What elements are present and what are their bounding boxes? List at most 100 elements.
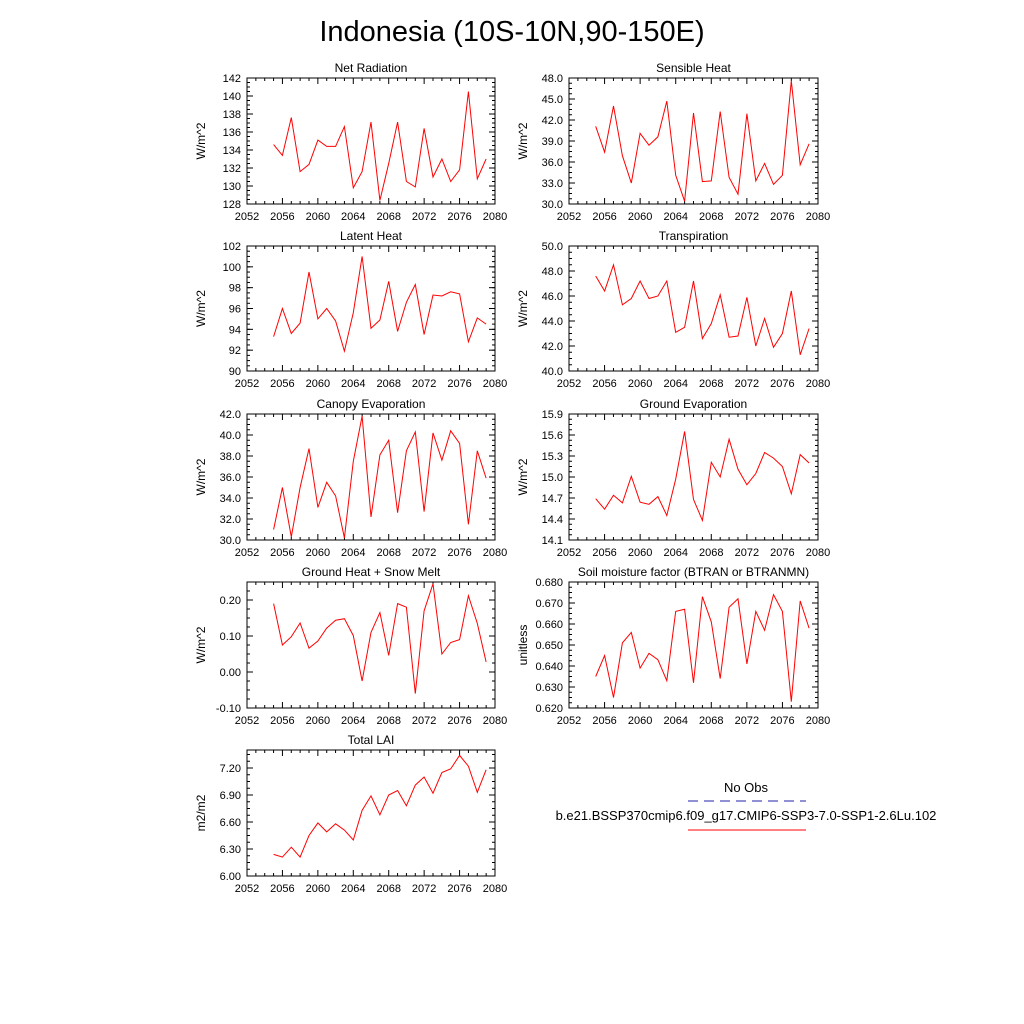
panel-latent-heat-ytick-label: 100	[223, 262, 241, 274]
panel-ground-heat-snow-melt-xtick-label: 2056	[270, 715, 294, 727]
panel-total-lai-xtick-label: 2064	[341, 883, 365, 895]
panel-net-radiation-xtick-label: 2064	[341, 211, 365, 223]
panel-canopy-evaporation-xtick-label: 2076	[447, 547, 471, 559]
legend-model-label: b.e21.BSSP370cmip6.f09_g17.CMIP6-SSP3-7.…	[556, 808, 937, 823]
panel-latent-heat-xtick-label: 2076	[447, 378, 471, 390]
panel-sensible-heat-xtick-label: 2052	[557, 211, 581, 223]
panel-canopy-evaporation-frame	[246, 413, 496, 541]
panel-transpiration-ytick-label: 44.0	[542, 316, 563, 328]
panel-sensible-heat-xtick-label: 2060	[628, 211, 652, 223]
panel-net-radiation-frame	[246, 77, 496, 205]
panel-ground-evaporation-xtick-label: 2060	[628, 547, 652, 559]
panel-soil-moisture-factor-btran-or-btranmn-ytick-label: 0.640	[535, 661, 563, 673]
panel-latent-heat-xtick-label: 2056	[270, 378, 294, 390]
panel-total-lai-xtick-label: 2076	[447, 883, 471, 895]
panel-total-lai-series-line	[273, 754, 487, 859]
panel-soil-moisture-factor-btran-or-btranmn: Soil moisture factor (BTRAN or BTRANMN) u…	[516, 565, 830, 727]
panel-canopy-evaporation-xtick-label: 2072	[412, 547, 436, 559]
panel-soil-moisture-factor-btran-or-btranmn-ytick-label: 0.670	[535, 598, 563, 610]
panel-canopy-evaporation-ytick-label: 32.0	[220, 514, 241, 526]
panel-total-lai-ytick-label: 6.60	[220, 817, 241, 829]
panel-canopy-evaporation-xtick-label: 2060	[306, 547, 330, 559]
panel-total-lai-xtick-label: 2056	[270, 883, 294, 895]
panel-transpiration-ylabel: W/m^2	[516, 290, 530, 327]
panel-latent-heat-title: Latent Heat	[340, 229, 403, 243]
panel-canopy-evaporation-xtick-label: 2068	[376, 547, 400, 559]
panel-latent-heat-ytick-label: 90	[229, 366, 241, 378]
panel-total-lai-ytick-label: 6.90	[220, 790, 241, 802]
panel-ground-evaporation-ytick-label: 14.4	[542, 514, 563, 526]
panel-ground-evaporation-xtick-label: 2068	[699, 547, 723, 559]
panel-canopy-evaporation-ytick-label: 36.0	[220, 472, 241, 484]
panel-canopy-evaporation-xtick-label: 2052	[235, 547, 259, 559]
panel-net-radiation-xtick-label: 2076	[447, 211, 471, 223]
panel-transpiration-xtick-label: 2072	[735, 378, 759, 390]
panel-ground-heat-snow-melt-ytick-label: 0.20	[220, 595, 241, 607]
panel-ground-heat-snow-melt-xtick-label: 2064	[341, 715, 365, 727]
panel-total-lai-xtick-label: 2052	[235, 883, 259, 895]
panel-canopy-evaporation-ytick-label: 40.0	[220, 430, 241, 442]
panel-latent-heat-xtick-label: 2068	[376, 378, 400, 390]
figure-title: Indonesia (10S-10N,90-150E)	[319, 16, 704, 48]
panel-sensible-heat-ytick-label: 30.0	[542, 199, 563, 211]
panel-canopy-evaporation-xtick-label: 2064	[341, 547, 365, 559]
panel-soil-moisture-factor-btran-or-btranmn-series-line	[595, 593, 810, 702]
panel-ground-heat-snow-melt-series-line	[273, 583, 487, 694]
panel-soil-moisture-factor-btran-or-btranmn-title: Soil moisture factor (BTRAN or BTRANMN)	[578, 565, 809, 579]
panel-soil-moisture-factor-btran-or-btranmn-xtick-label: 2064	[663, 715, 687, 727]
panel-latent-heat-ytick-label: 102	[223, 241, 241, 253]
panel-net-radiation-ytick-label: 140	[223, 91, 241, 103]
panel-canopy-evaporation-xtick-label: 2056	[270, 547, 294, 559]
panel-transpiration: Transpiration W/m^2 2052 2056 2060 2064 2068 20…	[516, 229, 830, 390]
panel-ground-evaporation-frame	[568, 413, 819, 541]
panel-sensible-heat-series-line	[595, 80, 810, 202]
panel-total-lai-ytick-label: 7.20	[220, 763, 241, 775]
panel-sensible-heat-ytick-label: 39.0	[542, 136, 563, 148]
panel-latent-heat-ytick-label: 92	[229, 345, 241, 357]
panel-net-radiation-ytick-label: 136	[223, 127, 241, 139]
panel-total-lai: Total LAI m2/m2 2052 2056 2060 2064 2068 2072 20…	[194, 733, 507, 895]
panel-ground-heat-snow-melt-xtick-label: 2076	[447, 715, 471, 727]
panel-ground-evaporation-ytick-label: 14.1	[542, 535, 563, 547]
panel-total-lai-xtick-label: 2068	[376, 883, 400, 895]
panel-sensible-heat-ylabel: W/m^2	[516, 122, 530, 159]
panel-net-radiation-ytick-label: 132	[223, 163, 241, 175]
panel-ground-evaporation-xtick-label: 2076	[770, 547, 794, 559]
panel-transpiration-series-line	[595, 262, 810, 355]
panel-net-radiation-ytick-label: 130	[223, 181, 241, 193]
panel-ground-evaporation-xtick-label: 2072	[735, 547, 759, 559]
panel-ground-evaporation-ytick-label: 15.0	[542, 472, 563, 484]
panel-ground-heat-snow-melt-xtick-label: 2052	[235, 715, 259, 727]
panel-latent-heat-xtick-label: 2060	[306, 378, 330, 390]
panel-latent-heat-ytick-label: 94	[229, 324, 241, 336]
panel-sensible-heat-xtick-label: 2056	[592, 211, 616, 223]
panel-soil-moisture-factor-btran-or-btranmn-xtick-label: 2072	[735, 715, 759, 727]
panel-ground-evaporation-xtick-label: 2064	[663, 547, 687, 559]
panel-soil-moisture-factor-btran-or-btranmn-ylabel: unitless	[516, 625, 530, 666]
panel-canopy-evaporation-series-line	[273, 416, 487, 539]
panel-canopy-evaporation-ytick-label: 38.0	[220, 451, 241, 463]
panel-canopy-evaporation-ytick-label: 34.0	[220, 493, 241, 505]
panel-net-radiation-ytick-label: 128	[223, 199, 241, 211]
panel-sensible-heat-ytick-label: 45.0	[542, 94, 563, 106]
panel-sensible-heat-ytick-label: 42.0	[542, 115, 563, 127]
legend: No Obs b.e21.BSSP370cmip6.f09_g17.CMIP6-…	[556, 780, 937, 831]
panel-net-radiation-ytick-label: 134	[223, 145, 241, 157]
panel-canopy-evaporation-ytick-label: 42.0	[220, 409, 241, 421]
panel-total-lai-xtick-label: 2060	[306, 883, 330, 895]
panel-transpiration-ytick-label: 42.0	[542, 341, 563, 353]
panel-transpiration-xtick-label: 2076	[770, 378, 794, 390]
panel-net-radiation-series-line	[273, 91, 487, 201]
panel-soil-moisture-factor-btran-or-btranmn-xtick-label: 2076	[770, 715, 794, 727]
panel-soil-moisture-factor-btran-or-btranmn-xtick-label: 2056	[592, 715, 616, 727]
panel-transpiration-xtick-label: 2064	[663, 378, 687, 390]
panel-sensible-heat-xtick-label: 2068	[699, 211, 723, 223]
panel-ground-evaporation-xtick-label: 2080	[806, 547, 830, 559]
panel-ground-evaporation-series-line	[595, 431, 810, 523]
panel-soil-moisture-factor-btran-or-btranmn-ytick-label: 0.630	[535, 682, 563, 694]
panel-soil-moisture-factor-btran-or-btranmn-xtick-label: 2060	[628, 715, 652, 727]
panel-net-radiation-ytick-label: 138	[223, 109, 241, 121]
panel-ground-heat-snow-melt-xtick-label: 2060	[306, 715, 330, 727]
panel-ground-heat-snow-melt-xtick-label: 2080	[483, 715, 507, 727]
